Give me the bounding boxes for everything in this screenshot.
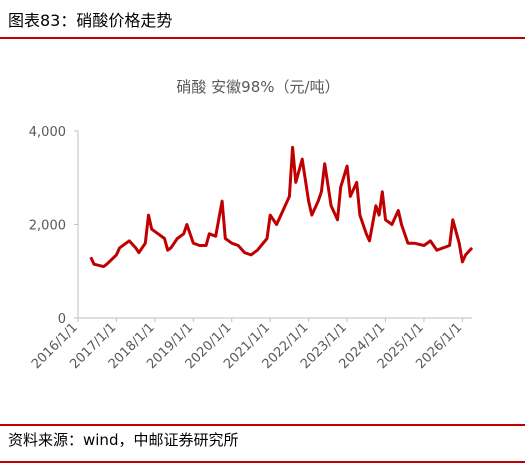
y-tick-label: 2,000 (29, 219, 66, 234)
y-tick-label: 4,000 (29, 125, 66, 140)
y-tick-label: 0 (58, 312, 66, 327)
price-line (89, 145, 474, 269)
header-title: 图表83：硝酸价格走势 (8, 11, 172, 30)
footer-source: 资料来源：wind，中邮证券研究所 (8, 431, 238, 449)
chart-title: 硝酸 安徽98%（元/吨） (176, 78, 339, 96)
